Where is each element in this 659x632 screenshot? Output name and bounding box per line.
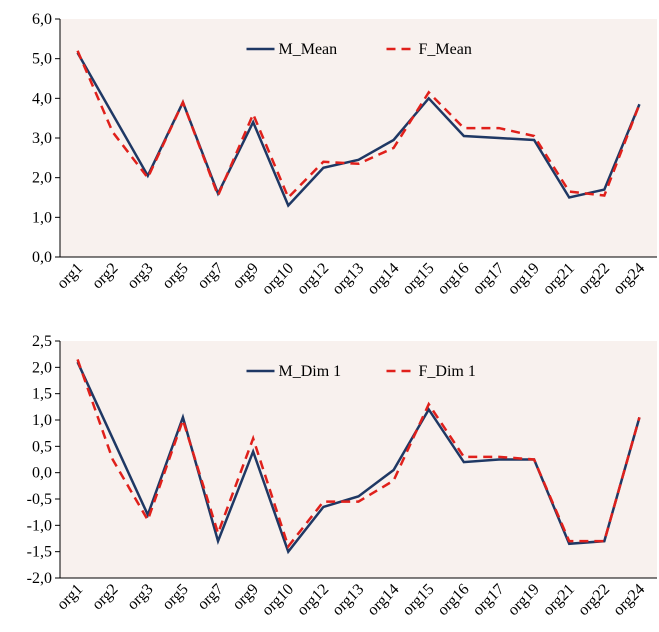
x-tick-label: org14	[364, 581, 402, 619]
x-tick-label: org9	[229, 260, 262, 293]
x-tick-label: org24	[610, 581, 648, 619]
x-tick-label: org22	[575, 581, 613, 619]
y-tick-label: 0,0	[32, 249, 52, 266]
x-tick-label: org3	[124, 260, 157, 293]
y-tick-label: 5,0	[32, 51, 52, 68]
y-tick-label: -0,5	[27, 491, 52, 508]
x-tick-label: org16	[434, 260, 472, 298]
x-tick-label: org13	[329, 260, 367, 298]
x-tick-label: org10	[259, 260, 297, 298]
x-tick-label: org17	[470, 260, 508, 298]
x-tick-label: org19	[505, 260, 543, 298]
x-tick-label: org12	[294, 260, 332, 298]
y-tick-label: 1,0	[32, 209, 52, 226]
x-tick-label: org15	[399, 581, 437, 619]
legend-label: F_Dim 1	[419, 363, 476, 380]
x-tick-label: org5	[159, 581, 192, 614]
series-line	[76, 50, 641, 200]
y-tick-label: 2,0	[32, 170, 52, 187]
x-tick-label: org16	[434, 581, 472, 619]
x-tick-label: org17	[470, 581, 508, 619]
y-tick-label: 3,0	[32, 130, 52, 147]
plot-area	[60, 19, 657, 257]
series-line	[76, 359, 641, 550]
x-tick-label: org12	[294, 581, 332, 619]
y-tick-label: 1,5	[32, 386, 52, 403]
y-tick-label: 6,0	[32, 11, 52, 28]
x-tick-label: org2	[89, 581, 122, 614]
x-tick-label: org22	[575, 260, 613, 298]
y-tick-label: 2,0	[32, 359, 52, 376]
y-tick-label: -2,0	[27, 570, 52, 587]
y-tick-label: -1,5	[27, 544, 52, 561]
legend-label: M_Dim 1	[279, 363, 342, 380]
x-tick-label: org7	[194, 581, 227, 614]
x-tick-label: org13	[329, 581, 367, 619]
x-tick-label: org15	[399, 260, 437, 298]
x-tick-label: org1	[54, 581, 87, 614]
x-tick-label: org21	[540, 581, 578, 619]
x-tick-label: org2	[89, 260, 122, 293]
x-tick-label: org9	[229, 581, 262, 614]
x-tick-label: org1	[54, 260, 87, 293]
y-tick-label: 0,0	[32, 465, 52, 482]
x-tick-label: org24	[610, 260, 648, 298]
legend-label: F_Mean	[419, 41, 472, 58]
legend-label: M_Mean	[279, 41, 338, 58]
x-tick-label: org3	[124, 581, 157, 614]
y-tick-label: 0,5	[32, 438, 52, 455]
x-tick-label: org10	[259, 581, 297, 619]
x-tick-label: org21	[540, 260, 578, 298]
x-tick-label: org19	[505, 581, 543, 619]
y-tick-label: 2,5	[32, 333, 52, 350]
plot-area	[60, 341, 657, 578]
y-tick-label: 1,0	[32, 412, 52, 429]
x-tick-label: org7	[194, 260, 227, 293]
x-tick-label: org5	[159, 260, 192, 293]
x-tick-label: org14	[364, 260, 402, 298]
y-tick-label: 4,0	[32, 90, 52, 107]
y-tick-label: -1,0	[27, 517, 52, 534]
